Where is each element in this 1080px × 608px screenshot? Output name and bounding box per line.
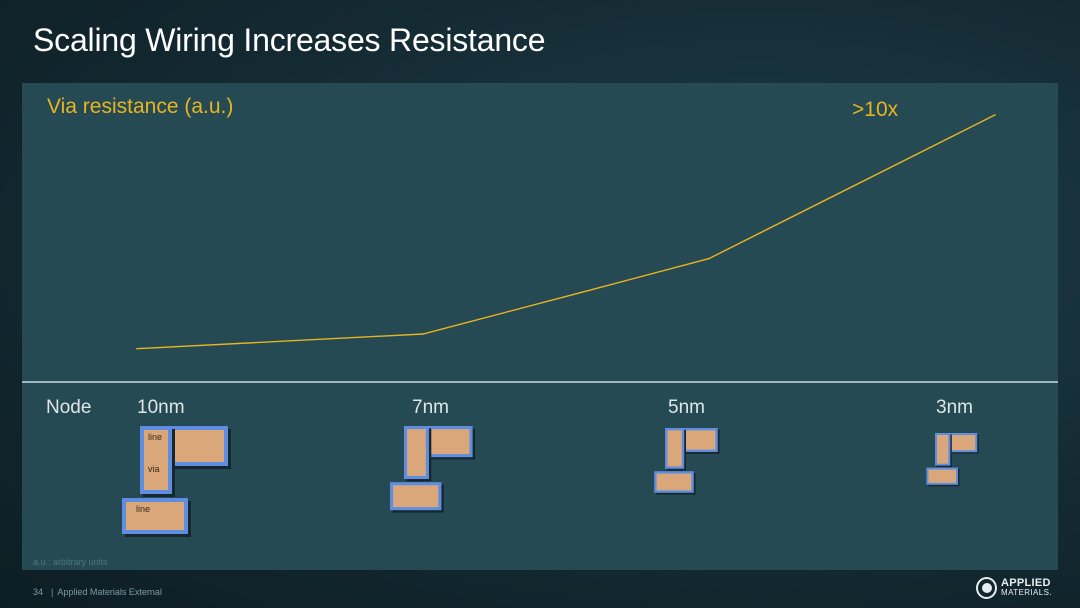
resistance-point xyxy=(708,257,710,260)
via-copper xyxy=(407,429,426,476)
y-axis-label: Via resistance (a.u.) xyxy=(47,95,233,118)
chart-panel: Via resistance (a.u.) >10x Node 10nm 7nm 5… xyxy=(22,83,1058,570)
footer-text: Applied Materials External xyxy=(57,587,162,597)
page-number: 34 xyxy=(33,587,44,597)
via-copper xyxy=(144,430,168,490)
resistance-point xyxy=(994,114,996,116)
node-tick-labels: 10nm 7nm 5nm 3nm xyxy=(137,397,973,418)
logo-line1: APPLIED xyxy=(1001,577,1051,589)
node-tick-3nm: 3nm xyxy=(936,397,973,418)
structure-label-0: line xyxy=(148,432,162,442)
logo-line2: MATERIALS. xyxy=(1001,588,1052,597)
x-axis-label: Node xyxy=(46,397,91,418)
resistance-point xyxy=(422,333,424,335)
footnote: a.u.: arbitrary units xyxy=(33,557,108,567)
node-tick-10nm: 10nm xyxy=(137,397,185,418)
lower-line-copper xyxy=(928,469,957,483)
company-logo: APPLIED MATERIALS. xyxy=(976,575,1052,601)
resistance-point xyxy=(579,291,582,294)
wiring-structure-7nm xyxy=(389,426,475,513)
node-tick-7nm: 7nm xyxy=(412,397,449,418)
via-copper xyxy=(937,435,949,464)
lower-line-copper xyxy=(656,473,692,491)
footer: 34 | Applied Materials External xyxy=(33,587,162,597)
slide-title: Scaling Wiring Increases Resistance xyxy=(33,22,546,58)
wiring-structure-5nm xyxy=(654,428,720,495)
lower-line-copper xyxy=(126,502,184,530)
line-layer xyxy=(136,114,996,350)
logo-icon xyxy=(976,577,998,599)
via-resistance-chart: Via resistance (a.u.) >10x Node 10nm 7nm 5… xyxy=(22,95,1058,537)
callout-label: >10x xyxy=(852,98,899,121)
wiring-structure-10nm: line via line xyxy=(122,426,231,537)
node-tick-5nm: 5nm xyxy=(668,397,705,418)
wiring-structures: line via line xyxy=(122,426,979,537)
structure-label-2: line xyxy=(136,504,150,514)
lower-line-copper xyxy=(393,485,439,508)
structure-label-1: via xyxy=(148,464,160,474)
wiring-structure-3nm xyxy=(926,433,979,487)
via-copper xyxy=(667,430,682,467)
resistance-point xyxy=(136,347,138,350)
resistance-series-line xyxy=(136,114,996,350)
